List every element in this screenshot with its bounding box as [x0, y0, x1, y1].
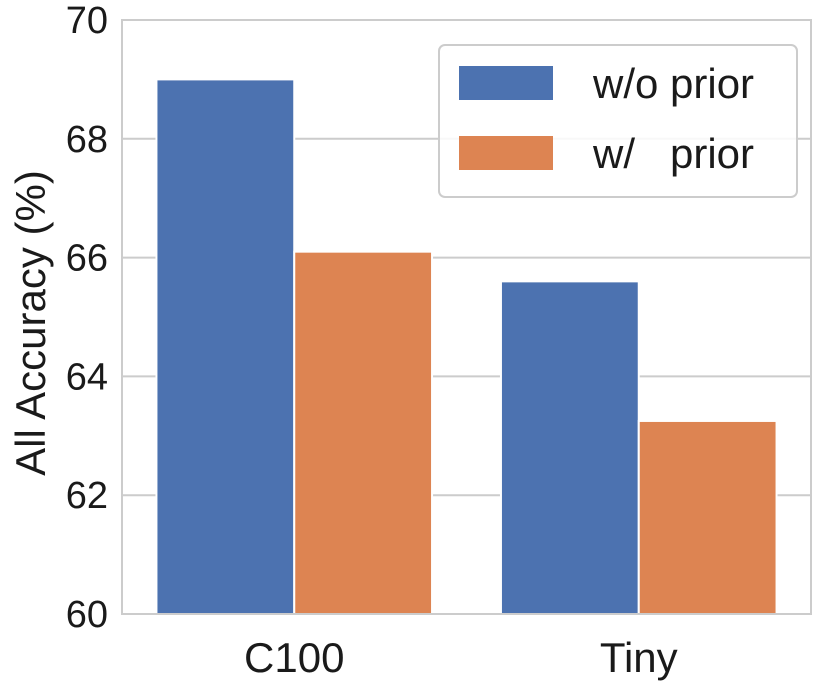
bar-tiny-series-1 — [637, 419, 778, 616]
bars — [155, 78, 778, 616]
legend-swatch-1 — [459, 136, 553, 170]
legend-label-0: w/o prior — [592, 60, 754, 107]
y-axis-ticks: 60 62 64 66 68 70 — [66, 0, 108, 636]
y-tick-label: 60 — [66, 594, 108, 636]
legend-swatch-0 — [459, 66, 553, 100]
y-tick-label: 68 — [66, 119, 108, 161]
y-axis-title: All Accuracy (%) — [7, 170, 54, 476]
legend-label-1: w/ prior — [592, 130, 754, 177]
plot-frame — [121, 19, 812, 615]
bar-c100-series-0 — [155, 78, 296, 615]
bar-tiny-series-0 — [499, 280, 640, 615]
x-axis-ticks: C100 Tiny — [244, 634, 678, 681]
y-tick-label: 62 — [66, 475, 108, 517]
y-tick-label: 64 — [66, 356, 108, 398]
x-tick-label: Tiny — [600, 634, 678, 681]
y-tick-label: 70 — [66, 0, 108, 42]
legend: w/o prior w/ prior — [438, 44, 798, 198]
bar-c100-series-1 — [293, 250, 434, 615]
y-tick-label: 66 — [66, 238, 108, 280]
x-tick-label: C100 — [244, 634, 344, 681]
